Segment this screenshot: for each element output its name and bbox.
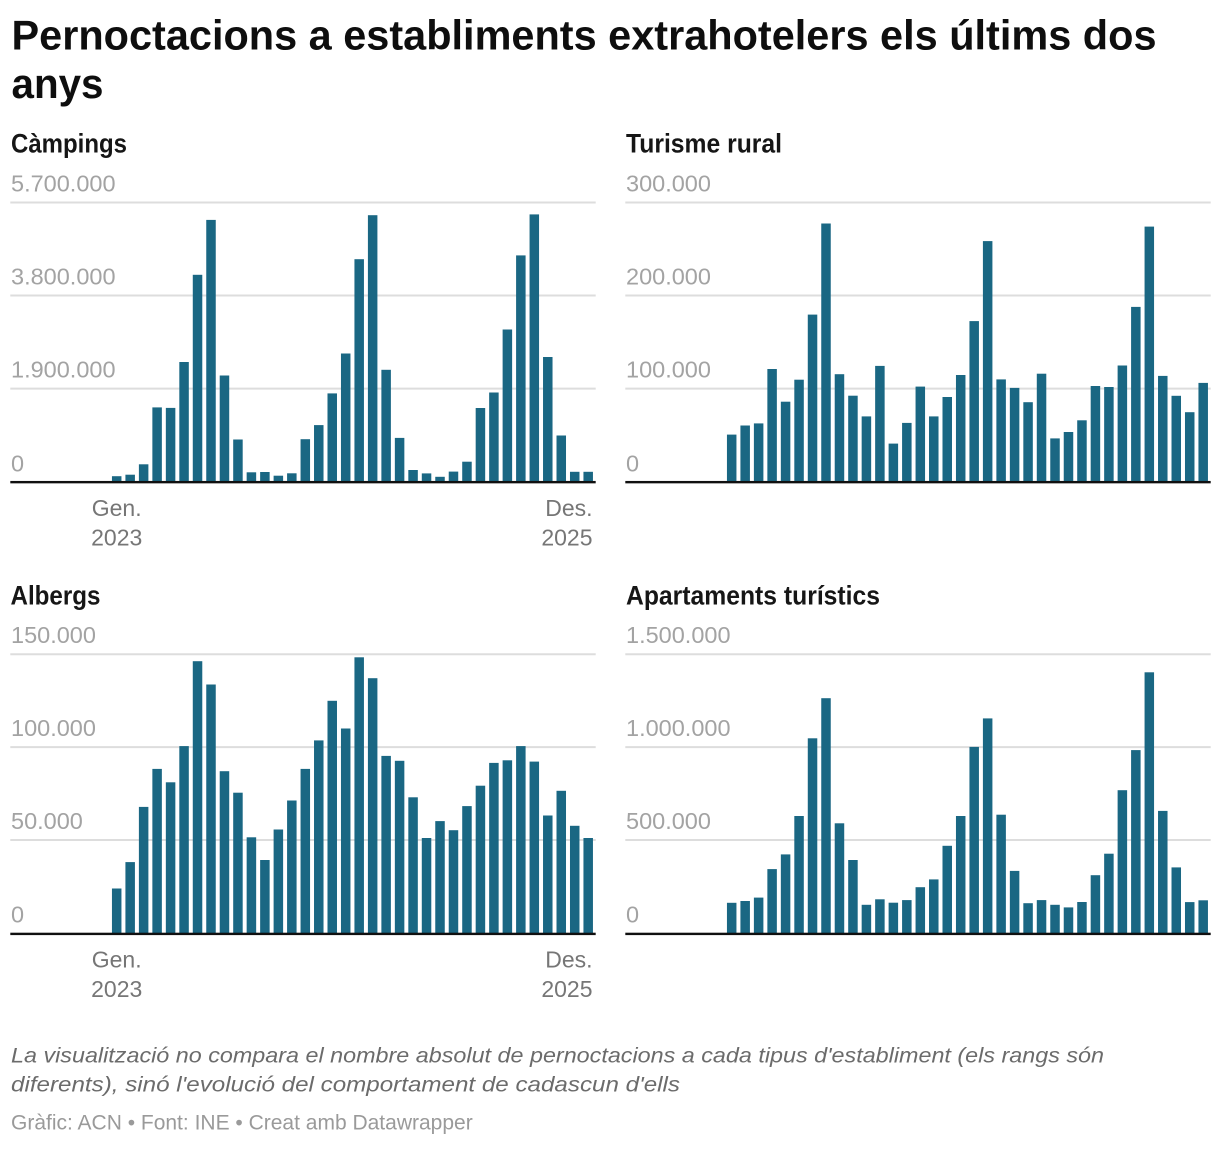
svg-text:50.000: 50.000 bbox=[11, 808, 83, 834]
svg-text:Càmpings: Càmpings bbox=[11, 129, 127, 159]
svg-text:0: 0 bbox=[11, 450, 24, 476]
svg-text:2025: 2025 bbox=[541, 976, 592, 1002]
svg-text:Apartaments turístics: Apartaments turístics bbox=[626, 580, 880, 610]
svg-text:0: 0 bbox=[11, 902, 24, 928]
svg-text:Gen.: Gen. bbox=[92, 947, 142, 973]
svg-text:5.700.000: 5.700.000 bbox=[11, 170, 116, 196]
svg-text:La visualització no compara el: La visualització no compara el nombre ab… bbox=[11, 1044, 1104, 1067]
svg-text:3.800.000: 3.800.000 bbox=[11, 263, 116, 289]
svg-text:150.000: 150.000 bbox=[11, 622, 96, 648]
svg-text:Des.: Des. bbox=[545, 495, 592, 521]
svg-text:Albergs: Albergs bbox=[11, 580, 101, 610]
svg-text:0: 0 bbox=[626, 902, 639, 928]
svg-text:300.000: 300.000 bbox=[626, 170, 711, 196]
svg-text:200.000: 200.000 bbox=[626, 263, 711, 289]
svg-text:Pernoctacions a establiments e: Pernoctacions a establiments extrahotele… bbox=[12, 11, 1157, 58]
svg-text:anys: anys bbox=[12, 60, 104, 107]
svg-text:2023: 2023 bbox=[91, 976, 142, 1002]
svg-text:100.000: 100.000 bbox=[626, 356, 711, 382]
svg-text:Gen.: Gen. bbox=[92, 495, 142, 521]
svg-text:1.500.000: 1.500.000 bbox=[626, 622, 731, 648]
svg-text:1.000.000: 1.000.000 bbox=[626, 715, 731, 741]
svg-text:diferents), sinó l'evolució de: diferents), sinó l'evolució del comporta… bbox=[11, 1074, 681, 1097]
svg-text:Turisme rural: Turisme rural bbox=[626, 129, 782, 159]
svg-text:100.000: 100.000 bbox=[11, 715, 96, 741]
svg-text:Des.: Des. bbox=[545, 947, 592, 973]
svg-text:Gràfic: ACN • Font: INE • Crea: Gràfic: ACN • Font: INE • Creat amb Data… bbox=[11, 1112, 473, 1135]
svg-text:0: 0 bbox=[626, 450, 639, 476]
svg-text:2023: 2023 bbox=[91, 524, 142, 550]
svg-text:1.900.000: 1.900.000 bbox=[11, 356, 116, 382]
svg-text:2025: 2025 bbox=[541, 524, 592, 550]
svg-text:500.000: 500.000 bbox=[626, 808, 711, 834]
